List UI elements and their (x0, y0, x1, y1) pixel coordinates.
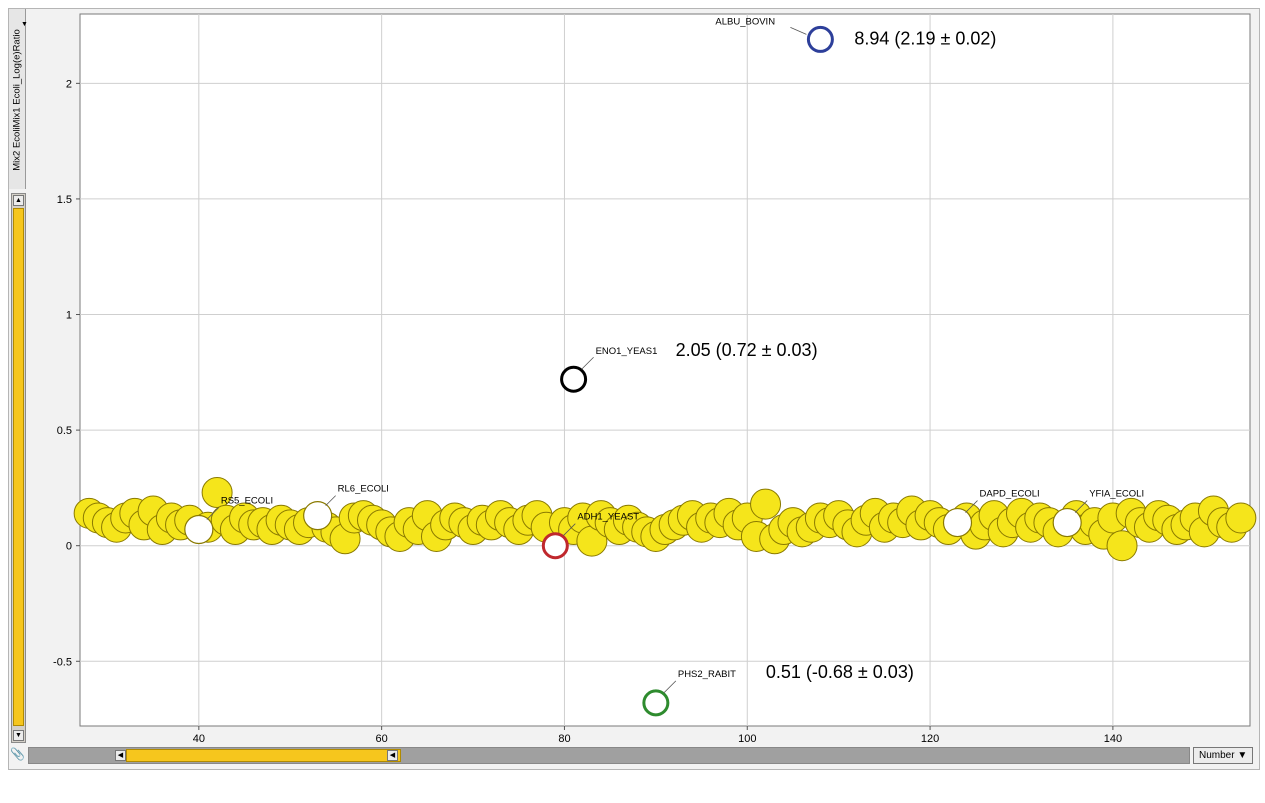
x-tick-label: 60 (376, 733, 388, 745)
point-label: ENO1_YEAS1 (596, 346, 658, 357)
point-annotation: 0.51 (-0.68 ± 0.03) (766, 662, 914, 682)
label-leader-line (325, 495, 336, 506)
label-leader-line (663, 680, 677, 694)
highlighted-point-yfia-ecoli (1052, 507, 1082, 538)
y-tick-label: 0.5 (57, 425, 72, 437)
highlighted-point-adh1-yeast (541, 532, 569, 560)
x-axis-selector-label: Number (1199, 750, 1235, 761)
highlighted-point-albu-bovin (806, 25, 834, 53)
highlighted-point-rl6-ecoli (303, 501, 333, 531)
vertical-scroll-thumb[interactable] (13, 208, 24, 726)
y-tick-label: 1 (66, 310, 72, 322)
x-tick-label: 100 (738, 733, 756, 745)
horizontal-scroll-thumb[interactable] (126, 749, 401, 762)
point-label: YFIA_ECOLI (1089, 489, 1144, 500)
horizontal-scrollbar[interactable]: ◀ ◀ (28, 747, 1190, 764)
y-axis-selector[interactable]: ▼ (9, 9, 28, 189)
point-label: ADH1_YEAST (577, 512, 639, 523)
point-label: RL6_ECOLI (338, 484, 389, 495)
data-point (1225, 502, 1257, 534)
point-label: RS5_ECOLI (221, 496, 273, 507)
data-points (73, 477, 1257, 562)
label-leader-line (965, 500, 978, 513)
point-label: DAPD_ECOLI (980, 489, 1040, 500)
label-leader-line (790, 27, 807, 35)
point-annotation: 8.94 (2.19 ± 0.02) (854, 28, 996, 48)
x-tick-label: 40 (193, 733, 205, 745)
chevron-down-icon: ▼ (21, 21, 28, 28)
x-tick-label: 120 (921, 733, 939, 745)
point-annotation: 2.05 (0.72 ± 0.03) (676, 340, 818, 360)
label-leader-line (206, 507, 220, 520)
y-tick-label: 2 (66, 78, 72, 90)
vertical-scrollbar[interactable]: ▲ ▼ (11, 193, 26, 743)
highlighted-point-eno1-yeas1 (560, 365, 588, 393)
point-label: ALBU_BOVIN (715, 16, 775, 27)
x-tick-label: 80 (558, 733, 570, 745)
point-label: PHS2_RABIT (678, 669, 736, 680)
highlighted-point-rs5-ecoli (184, 514, 214, 545)
scroll-right-icon[interactable]: ◀ (387, 750, 398, 761)
plot-area (79, 13, 1251, 727)
y-tick-label: 1.5 (57, 194, 72, 206)
highlighted-point-phs2-rabit (642, 689, 670, 717)
scroll-up-icon[interactable]: ▲ (13, 195, 24, 206)
label-leader-line (1074, 500, 1088, 513)
label-leader-line (581, 356, 594, 370)
scroll-down-icon[interactable]: ▼ (13, 730, 24, 741)
x-axis-selector[interactable]: Number ▼ (1193, 747, 1253, 764)
x-tick-label: 140 (1104, 733, 1122, 745)
y-tick-label: -0.5 (53, 656, 72, 668)
label-leader-line (563, 523, 576, 536)
y-tick-label: 0 (66, 541, 72, 553)
paperclip-icon[interactable]: 📎 (10, 747, 25, 761)
data-point (750, 488, 782, 520)
chevron-down-icon: ▼ (1237, 750, 1248, 761)
data-point (201, 477, 233, 509)
scroll-left-icon[interactable]: ◀ (115, 750, 126, 761)
highlighted-point-dapd-ecoli (942, 507, 973, 538)
data-point (1106, 530, 1138, 562)
